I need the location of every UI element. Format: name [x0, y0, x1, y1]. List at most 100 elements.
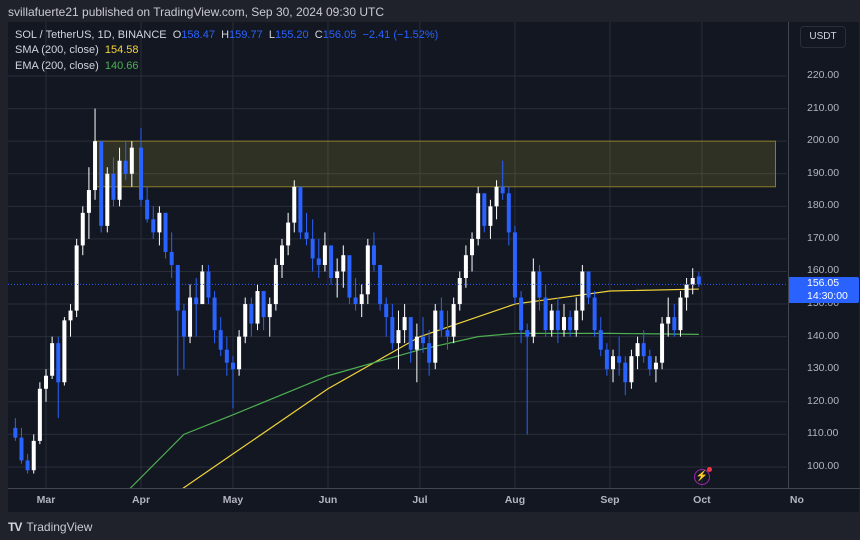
candle-body: [371, 245, 376, 265]
candle-body: [384, 304, 389, 318]
candle-body: [390, 317, 395, 344]
candle-body: [647, 356, 652, 370]
ema-legend-row[interactable]: EMA (200, close) 140.66: [15, 59, 438, 74]
tradingview-logo[interactable]: TV TradingView: [8, 520, 92, 534]
candle-body: [531, 271, 536, 337]
chart-legend: SOL / TetherUS, 1D, BINANCE O158.47 H159…: [15, 28, 438, 74]
candle-body: [19, 437, 24, 461]
candle-body: [25, 460, 30, 471]
chart-plot-area[interactable]: SOL / TetherUS, 1D, BINANCE O158.47 H159…: [8, 22, 798, 491]
candle-body: [359, 294, 364, 305]
candle-body: [224, 349, 229, 363]
candle-body: [482, 193, 487, 226]
price-tick: 160.00: [807, 264, 840, 277]
last-price-tag: 156.05 14:30:00: [789, 277, 859, 304]
candle-body: [580, 271, 585, 311]
candle-body: [129, 147, 134, 174]
candle-body: [463, 255, 468, 278]
candle-body: [243, 304, 248, 337]
price-chart[interactable]: [8, 22, 798, 491]
candle-body: [408, 317, 413, 350]
candle-body: [420, 336, 425, 344]
candle-body: [86, 190, 91, 213]
candle-body: [329, 245, 334, 278]
candle-body: [525, 330, 530, 337]
candle-body: [117, 160, 122, 200]
sma-legend-row[interactable]: SMA (200, close) 154.58: [15, 43, 438, 58]
ema-line[interactable]: [128, 332, 699, 491]
candle-body: [267, 304, 272, 318]
close-value: 156.05: [322, 29, 357, 41]
candle-body: [298, 186, 303, 233]
candle-body: [255, 291, 260, 324]
candle-body: [139, 147, 144, 200]
candle-body: [672, 317, 677, 331]
candle-body: [641, 343, 646, 357]
candle-body: [396, 330, 401, 344]
time-tick: Jun: [318, 494, 338, 506]
candle-body: [249, 304, 254, 324]
candle-body: [62, 320, 67, 383]
last-price: 156.05: [807, 277, 840, 290]
candle-body: [13, 427, 18, 438]
candle-body: [653, 362, 658, 370]
time-axis[interactable]: Mar Apr May Jun Jul Aug Sep Oct No: [8, 488, 860, 512]
bar-countdown: 14:30:00: [807, 289, 848, 302]
candle-body: [218, 330, 223, 350]
candle-body: [286, 222, 291, 246]
candle-body: [488, 206, 493, 226]
candle-body: [445, 330, 450, 337]
candle-body: [280, 245, 285, 265]
time-tick: May: [222, 494, 244, 506]
time-tick: Mar: [36, 494, 56, 506]
candle-body: [181, 310, 186, 337]
price-tick: 180.00: [807, 199, 840, 212]
sma-label: SMA (200, close): [15, 44, 99, 57]
candle-body: [93, 141, 98, 191]
candle-body: [310, 238, 315, 259]
candle-body: [261, 291, 266, 318]
change-value: −2.41 (−1.52%): [362, 29, 439, 41]
candle-body: [237, 336, 242, 370]
candle-body: [169, 251, 174, 265]
candle-body: [31, 440, 36, 471]
time-tick: Apr: [131, 494, 151, 506]
candle-body: [666, 317, 671, 324]
candle-body: [194, 297, 199, 305]
price-tick: 120.00: [807, 394, 840, 407]
candle-body: [353, 297, 358, 305]
candle-body: [68, 310, 73, 321]
symbol-label[interactable]: SOL / TetherUS, 1D, BINANCE: [15, 29, 167, 41]
candle-body: [230, 362, 235, 370]
ohlc-row: SOL / TetherUS, 1D, BINANCE O158.47 H159…: [15, 29, 439, 41]
candle-body: [151, 219, 156, 233]
candle-body: [574, 310, 579, 331]
flash-alert-icon[interactable]: ⚡: [694, 467, 712, 485]
price-tick: 130.00: [807, 362, 840, 375]
price-axis[interactable]: USDT 220.00 210.00 200.00 190.00 180.00 170.0…: [788, 22, 860, 488]
price-tick: 190.00: [807, 166, 840, 179]
tradingview-brand: TradingView: [26, 520, 93, 534]
candle-body: [457, 277, 462, 305]
sma-value: 154.58: [104, 44, 139, 57]
candle-body: [617, 356, 622, 363]
sma-line[interactable]: [180, 288, 699, 491]
notification-dot: [707, 467, 712, 472]
currency-button[interactable]: USDT: [800, 26, 846, 48]
candle-body: [604, 349, 609, 370]
ema-value: 140.66: [104, 59, 139, 72]
candle-body: [611, 356, 616, 370]
candle-body: [123, 160, 128, 174]
resistance-zone[interactable]: [94, 140, 776, 188]
candle-body: [500, 186, 505, 194]
candle-body: [304, 232, 309, 239]
price-tick: 210.00: [807, 101, 840, 114]
candle-body: [476, 193, 481, 239]
candle-body: [678, 297, 683, 331]
candle-body: [402, 317, 407, 331]
candle-body: [99, 141, 104, 226]
candle-body: [44, 375, 48, 389]
candle-body: [188, 297, 193, 337]
candle-body: [506, 193, 511, 233]
chart-frame: SOL / TetherUS, 1D, BINANCE O158.47 H159…: [8, 22, 860, 512]
